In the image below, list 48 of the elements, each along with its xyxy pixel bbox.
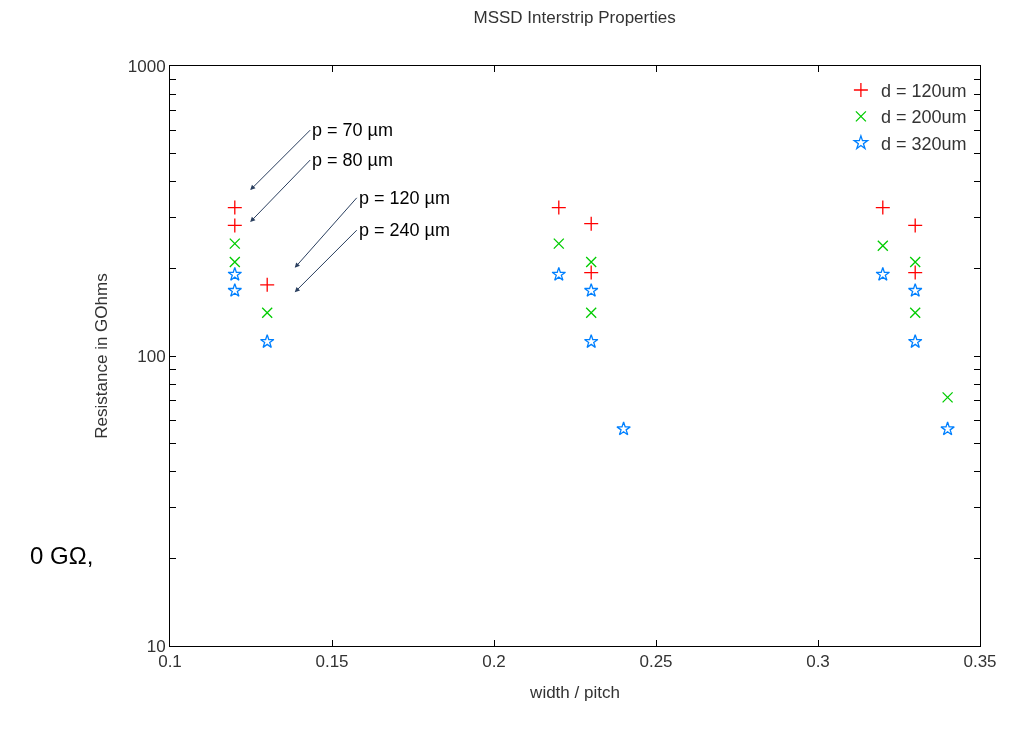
point — [585, 307, 597, 319]
point — [227, 266, 243, 281]
point — [940, 421, 955, 436]
point — [583, 334, 599, 349]
point — [907, 283, 923, 297]
x-tick-label: 0.25 — [639, 652, 673, 672]
point — [259, 277, 275, 293]
point — [583, 283, 599, 297]
point — [909, 256, 921, 268]
annotation: p = 70 µm — [312, 120, 393, 140]
y-tick-label: 100 — [137, 346, 166, 366]
point — [551, 199, 567, 216]
annotation: p = 240 µm — [359, 220, 450, 240]
x-tick-label: 0.2 — [482, 652, 506, 672]
point — [553, 238, 565, 250]
chart-title: MSSD Interstrip Properties — [473, 7, 676, 27]
point — [551, 266, 567, 281]
point — [941, 391, 954, 404]
text: 0 GΩ, — [30, 542, 94, 569]
point — [583, 216, 599, 232]
point — [875, 266, 891, 281]
point — [877, 240, 889, 252]
point — [909, 307, 921, 319]
point — [875, 199, 891, 216]
point — [259, 334, 275, 349]
point — [229, 238, 241, 250]
point — [583, 264, 599, 281]
point — [261, 307, 273, 319]
point — [616, 421, 631, 436]
point — [229, 256, 241, 268]
point — [227, 217, 243, 234]
annotation: p = 120 µm — [359, 188, 450, 208]
point — [227, 283, 243, 297]
legend-label: d = 120um — [880, 81, 967, 102]
x-tick-label: 0.35 — [963, 652, 997, 672]
point — [907, 334, 923, 349]
point — [907, 264, 923, 281]
x-axis-title: width / pitch — [529, 682, 620, 702]
y-axis-title: Resistance in GOhms — [92, 273, 112, 439]
point — [907, 217, 923, 234]
annotation: p = 80 µm — [312, 150, 393, 170]
legend-label: d = 320um — [880, 133, 967, 154]
y-tick-label: 1000 — [127, 56, 166, 76]
legend-label: d = 200um — [880, 107, 967, 128]
point — [585, 256, 597, 268]
point — [227, 199, 243, 216]
x-tick-label: 0.15 — [315, 652, 349, 672]
x-tick-label: 0.3 — [806, 652, 830, 672]
